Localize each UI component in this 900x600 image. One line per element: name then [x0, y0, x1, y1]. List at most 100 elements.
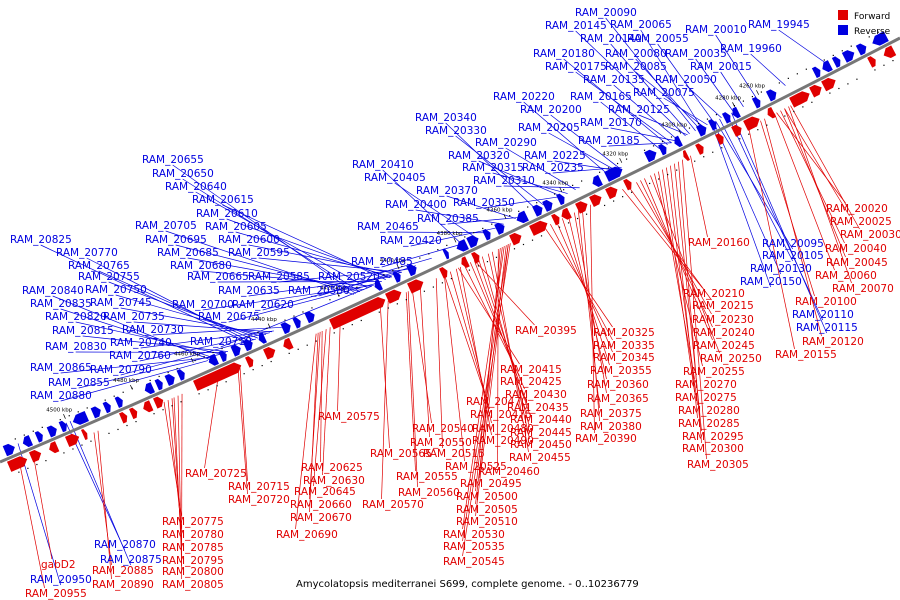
- scale-dot: [670, 136, 673, 138]
- leader-line: [600, 101, 660, 149]
- gene-label: RAM_20395: [515, 325, 577, 337]
- gene-label: RAM_20795: [162, 555, 224, 567]
- scale-dot: [329, 299, 331, 301]
- gene-label: RAM_20450: [510, 439, 572, 451]
- gene-label: RAM_20030: [840, 229, 900, 241]
- gene-label: RAM_20125: [608, 104, 670, 116]
- reverse-gene: [494, 222, 505, 235]
- gene-label: RAM_20210: [683, 288, 745, 300]
- gene-label: RAM_20240: [693, 327, 755, 339]
- reverse-gene: [242, 339, 253, 352]
- gene-label: RAM_20050: [655, 74, 717, 86]
- leader-line: [678, 161, 702, 444]
- gene-label: RAM_20235: [522, 162, 584, 174]
- gene-label: RAM_20595: [228, 247, 290, 259]
- gene-label: RAM_20880: [30, 390, 92, 402]
- reverse-gene: [456, 239, 469, 252]
- leader-line: [610, 127, 676, 142]
- scale-dot: [396, 303, 398, 305]
- forward-gene: [589, 194, 602, 207]
- scale-dot: [676, 169, 678, 171]
- gene-label: RAM_20785: [162, 542, 224, 554]
- gene-label: RAM_20550: [410, 437, 472, 449]
- leader-line: [262, 271, 402, 311]
- reverse-gene: [765, 89, 777, 102]
- leader-line: [720, 71, 744, 108]
- scale-dot: [751, 95, 753, 98]
- scale-dot: [652, 145, 655, 147]
- scale-dot: [536, 202, 538, 204]
- gene-label: RAM_20490: [472, 435, 534, 447]
- scale-dot: [401, 265, 403, 268]
- scale-dot: [742, 100, 745, 102]
- leader-line: [93, 432, 112, 566]
- scale-dot: [284, 319, 286, 321]
- gene-label: RAM_20065: [610, 19, 672, 31]
- leader-line: [309, 332, 319, 513]
- tick-mark: [619, 158, 623, 163]
- gene-label: RAM_20610: [196, 208, 258, 220]
- leader-line: [774, 113, 835, 271]
- gene-label: RAM_20150: [740, 276, 802, 288]
- scale-dot: [607, 167, 610, 169]
- leader-line: [228, 282, 380, 323]
- scale-dot: [473, 232, 475, 234]
- leader-line: [608, 142, 672, 147]
- gene-label: RAM_19945: [748, 19, 810, 31]
- scale-dot: [342, 328, 344, 330]
- reverse-gene: [392, 271, 401, 283]
- gene-label: RAM_20840: [22, 285, 84, 297]
- leader-line: [477, 258, 530, 415]
- leader-line: [778, 29, 828, 65]
- leader-line: [666, 167, 698, 406]
- scale-dot: [360, 319, 362, 322]
- leader-line: [140, 330, 274, 349]
- gene-label: RAM_20215: [692, 300, 754, 312]
- scale-dot: [697, 123, 700, 125]
- scale-dot: [464, 236, 466, 238]
- forward-gene: [551, 213, 560, 226]
- gene-label: RAM_20010: [685, 24, 747, 36]
- gene-label: RAM_20390: [575, 433, 637, 445]
- leader-line: [682, 159, 707, 460]
- scale-dot: [522, 243, 525, 246]
- tick-label: 4380 kbp: [437, 231, 463, 237]
- gene-label: RAM_20230: [692, 314, 754, 326]
- gene-label: RAM_20120: [802, 336, 864, 348]
- gene-label: RAM_20565: [370, 448, 432, 460]
- leader-line: [382, 169, 462, 245]
- scale-dot: [631, 191, 633, 193]
- scale-dot: [437, 249, 439, 251]
- gene-label: RAM_20480: [472, 423, 534, 435]
- gene-label: RAM_20715: [228, 481, 290, 493]
- leader-line: [784, 108, 850, 217]
- gene-label: RAM_20325: [593, 327, 655, 339]
- leader-lines: [17, 17, 860, 589]
- gene-label: RAM_20705: [135, 220, 197, 232]
- reverse-gene: [872, 31, 889, 46]
- reverse-gene: [532, 204, 543, 217]
- scale-dot: [793, 110, 795, 113]
- forward-gene: [471, 251, 480, 264]
- genome-caption: Amycolatopsis mediterranei S699, complet…: [296, 579, 639, 590]
- leader-line: [640, 29, 702, 129]
- scale-dot: [14, 438, 16, 440]
- gene-label: RAM_20585: [248, 271, 310, 283]
- leader-line: [181, 393, 183, 580]
- gene-label: RAM_20415: [500, 364, 562, 376]
- tick-label: 4440 kbp: [251, 317, 277, 323]
- scale-dot: [850, 45, 852, 47]
- gene-label: RAM_20130: [750, 263, 812, 275]
- gene-label: RAM_20890: [92, 579, 154, 591]
- scale-dot: [576, 217, 579, 220]
- gene-label: RAM_20410: [352, 159, 414, 171]
- gene-label: RAM_20270: [675, 379, 737, 391]
- scale-dot: [126, 424, 128, 427]
- scale-dot: [36, 463, 38, 466]
- forward-gene: [561, 207, 572, 220]
- scale-dot: [216, 385, 218, 387]
- reverse-gene: [58, 420, 67, 433]
- leader-line: [348, 257, 432, 283]
- gene-label: RAM_20600: [218, 234, 280, 246]
- leader-line: [82, 335, 228, 352]
